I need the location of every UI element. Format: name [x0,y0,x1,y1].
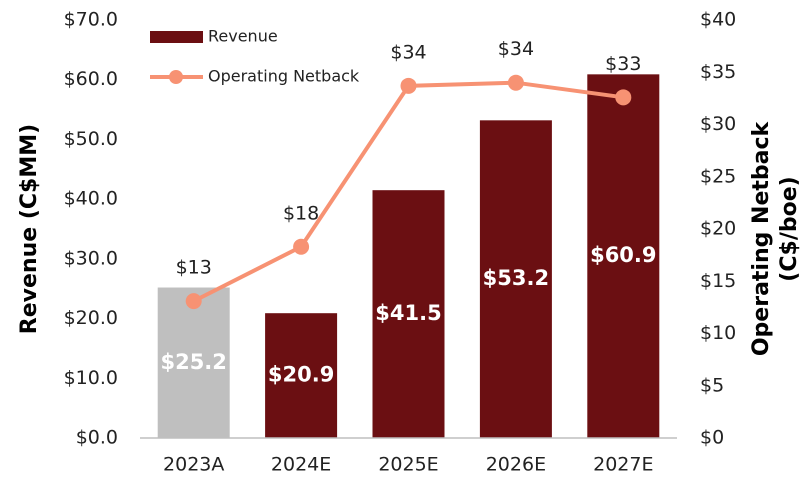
y-tick-label: $40.0 [64,188,118,210]
y2-tick-label: $5 [700,374,724,396]
x-tick-label: 2024E [271,454,331,476]
bar [372,190,445,438]
legend-label: Operating Netback [208,67,360,86]
line-point [507,74,524,91]
line-label: $18 [283,202,319,224]
x-tick-label: 2023A [163,454,224,476]
y-tick-label: $30.0 [64,247,118,269]
y2-tick-label: $15 [700,270,736,292]
y2-tick-label: $20 [700,218,736,240]
bar [587,74,660,438]
y2-tick-label: $10 [700,322,736,344]
y2-tick-label: $30 [700,113,736,135]
line-label: $34 [498,38,534,60]
y2-axis-title: (C$/boe) [777,176,802,281]
bar-label: $53.2 [483,266,549,290]
x-tick-label: 2027E [593,454,653,476]
bar-label: $20.9 [268,363,334,387]
y2-tick-label: $25 [700,165,736,187]
legend-swatch [150,31,203,43]
y2-tick-label: $0 [700,427,724,449]
line-label: $13 [176,257,212,279]
line-point [293,238,310,255]
line-label: $34 [390,41,426,63]
y-tick-label: $60.0 [64,68,118,90]
line-point [185,293,202,310]
y2-tick-label: $35 [700,61,736,83]
line-label: $33 [605,53,641,75]
bar-label: $41.5 [375,301,441,325]
line-point [615,89,632,106]
line-point [400,77,417,94]
legend-marker [169,70,183,84]
y-tick-label: $70.0 [64,9,118,31]
y-tick-label: $10.0 [64,367,118,389]
y-tick-label: $0.0 [76,427,118,449]
bar [479,120,552,438]
x-tick-label: 2026E [486,454,546,476]
y-tick-label: $20.0 [64,307,118,329]
legend-label: Revenue [208,27,278,46]
bar [157,287,230,438]
y2-tick-label: $40 [700,9,736,31]
bar [265,313,338,438]
y-tick-label: $50.0 [64,128,118,150]
x-tick-label: 2025E [378,454,438,476]
y-axis-title: Revenue (C$MM) [17,124,42,334]
bar-label: $25.2 [160,350,226,374]
bar-label: $60.9 [590,243,656,267]
y2-axis-title: Operating Netback [749,120,774,356]
